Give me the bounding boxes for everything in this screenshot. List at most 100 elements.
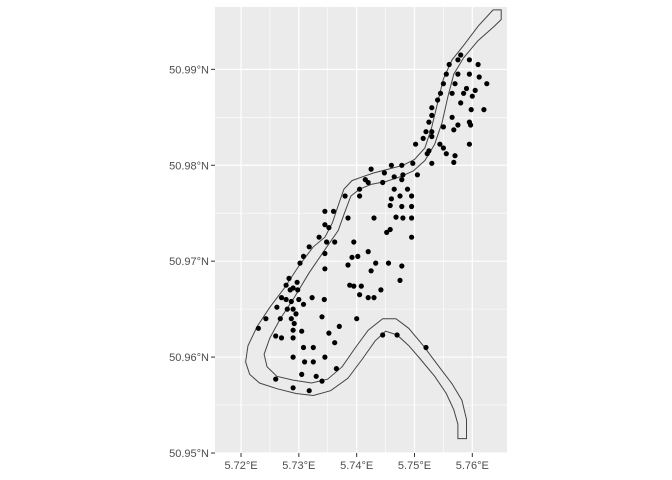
data-point — [435, 97, 441, 103]
data-point — [278, 295, 285, 301]
data-point — [426, 119, 432, 125]
x-tick-label: 5.76°E — [456, 460, 489, 472]
data-point — [449, 114, 455, 120]
data-point — [378, 287, 384, 293]
data-point — [409, 193, 415, 199]
data-point — [357, 193, 363, 199]
y-tick-label: 50.99°N — [169, 64, 209, 76]
data-point — [294, 279, 300, 285]
data-point — [409, 234, 415, 240]
y-tick-label: 50.97°N — [169, 256, 209, 268]
data-point — [284, 306, 290, 312]
data-point — [313, 373, 319, 379]
data-point — [449, 90, 455, 96]
data-point — [300, 301, 307, 307]
data-point — [365, 295, 371, 301]
data-point — [347, 282, 353, 288]
data-point — [385, 260, 392, 266]
data-point — [409, 215, 415, 221]
data-point — [484, 81, 490, 87]
data-point — [400, 172, 406, 178]
data-point — [355, 253, 361, 259]
data-point — [300, 253, 307, 259]
data-point — [321, 296, 327, 303]
data-point — [332, 239, 338, 245]
data-point — [322, 222, 328, 228]
data-point — [310, 359, 316, 365]
data-point — [414, 172, 420, 178]
data-point — [443, 71, 449, 77]
data-point — [277, 316, 283, 322]
grid-lines — [215, 7, 507, 454]
data-point — [293, 311, 299, 317]
data-point — [324, 239, 330, 245]
data-point — [399, 162, 405, 168]
data-point — [437, 90, 444, 96]
data-point — [451, 127, 457, 133]
data-point — [349, 254, 355, 260]
data-point — [342, 193, 348, 199]
data-point — [322, 250, 328, 257]
data-point — [288, 316, 294, 322]
data-point — [296, 296, 302, 303]
data-point — [391, 186, 397, 192]
data-point — [283, 296, 289, 303]
data-point — [461, 90, 467, 96]
data-point — [399, 177, 405, 183]
data-point — [330, 208, 337, 214]
data-point — [354, 316, 360, 322]
data-point — [336, 323, 342, 329]
data-point — [387, 202, 393, 209]
data-point — [481, 107, 487, 113]
data-point — [394, 332, 400, 338]
data-point — [322, 354, 328, 360]
data-point — [423, 344, 429, 351]
data-point — [351, 283, 357, 289]
axes: 5.72°E 5.73°E 5.74°E 5.75°E 5.76°E 50.95°N 50.… — [169, 64, 489, 472]
data-point — [278, 335, 285, 341]
data-point — [476, 74, 482, 80]
data-point — [429, 105, 435, 111]
data-point — [397, 193, 403, 199]
data-point — [283, 282, 289, 288]
data-point — [290, 306, 296, 312]
data-point — [288, 298, 294, 305]
data-point — [446, 61, 452, 68]
data-point — [358, 283, 364, 289]
data-point — [299, 371, 305, 377]
data-point — [451, 159, 457, 165]
data-point — [380, 179, 386, 186]
data-point — [273, 333, 279, 339]
data-point — [466, 57, 472, 63]
data-point — [371, 295, 377, 301]
data-point — [393, 214, 399, 220]
data-point — [466, 141, 472, 147]
data-point — [388, 162, 394, 168]
data-point — [380, 332, 386, 338]
x-tick-label: 5.72°E — [224, 460, 257, 472]
data-point — [391, 174, 397, 180]
data-point — [368, 166, 374, 172]
x-tick-label: 5.73°E — [282, 460, 315, 472]
data-point — [429, 129, 435, 135]
data-point — [458, 52, 464, 58]
data-point — [295, 287, 301, 293]
data-point — [357, 292, 363, 298]
data-point — [290, 354, 296, 360]
data-point — [440, 124, 446, 130]
data-point — [455, 57, 461, 63]
data-point — [290, 335, 296, 341]
data-point — [455, 122, 461, 128]
data-point — [423, 129, 429, 135]
data-point — [472, 87, 478, 93]
data-point — [404, 186, 411, 192]
data-point — [319, 378, 325, 384]
data-point — [309, 295, 315, 301]
data-point — [443, 151, 449, 157]
data-point — [316, 234, 322, 240]
data-point — [365, 179, 371, 186]
data-point — [458, 100, 464, 106]
y-tick-label: 50.95°N — [169, 448, 209, 460]
data-point — [287, 287, 293, 293]
data-point — [322, 208, 328, 214]
